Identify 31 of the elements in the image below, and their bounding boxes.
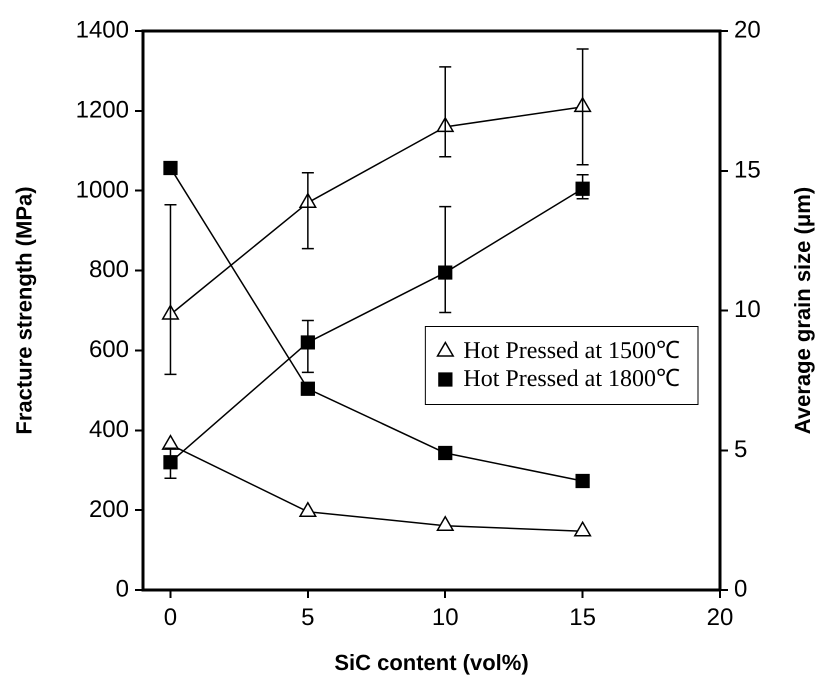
point: [300, 382, 315, 396]
x-tick-label: 10: [432, 604, 459, 632]
legend-label: Hot Pressed at 1500℃: [463, 338, 680, 364]
x-tick-label: 0: [164, 604, 178, 632]
y2-tick-label: 0: [734, 576, 748, 603]
y-tick-label: 0: [116, 576, 129, 603]
y2-tick-label: 15: [734, 156, 761, 184]
point: [163, 455, 178, 470]
y-tick-label: 200: [88, 496, 129, 523]
y-tick-label: 600: [88, 336, 129, 364]
y-axis-title: Fracture strength (MPa): [11, 186, 36, 435]
legend-label: Hot Pressed at 1800℃: [463, 366, 680, 392]
y2-tick-label: 5: [734, 436, 748, 463]
x-tick-label: 15: [569, 604, 596, 632]
y2-tick-label: 10: [734, 296, 761, 324]
point: [299, 502, 316, 517]
y-tick-label: 800: [88, 256, 129, 284]
y-tick-label: 1200: [76, 96, 129, 124]
y-tick-label: 1000: [76, 176, 129, 204]
x-tick-label: 5: [301, 604, 315, 632]
point: [436, 516, 454, 531]
point: [163, 160, 178, 176]
y-tick-label: 1400: [76, 16, 129, 44]
x-axis-title: SiC content (vol%): [334, 650, 529, 675]
y-tick-label: 400: [88, 416, 129, 443]
y2-tick-label: 20: [734, 16, 761, 44]
point: [438, 265, 452, 280]
y2-axis-title: Average grain size (μm): [790, 186, 816, 434]
point: [300, 335, 315, 350]
x-tick-label: 20: [706, 604, 734, 632]
point: [574, 522, 592, 537]
